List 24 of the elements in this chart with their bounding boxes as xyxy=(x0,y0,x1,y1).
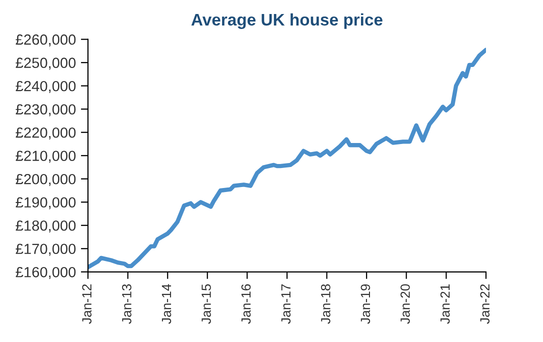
y-tick-label: £240,000 xyxy=(16,80,76,93)
x-tick-label: Jan-16 xyxy=(241,284,251,324)
y-tick-label: £230,000 xyxy=(16,104,76,116)
y-tick-label: £250,000 xyxy=(16,58,76,70)
y-tick-label: £180,000 xyxy=(16,220,76,233)
x-tick-label: Jan-17 xyxy=(281,284,291,324)
y-tick-label: £200,000 xyxy=(16,174,76,186)
x-tick-label: Jan-21 xyxy=(440,284,450,324)
y-tick-label: £170,000 xyxy=(16,244,76,256)
x-tick-label: Jan-12 xyxy=(82,284,92,324)
y-tick-label: £190,000 xyxy=(16,197,76,210)
y-tick-label: £210,000 xyxy=(16,150,76,163)
x-tick-label: Jan-18 xyxy=(321,284,330,324)
x-tick-label: Jan-14 xyxy=(162,284,172,324)
y-tick-label: £220,000 xyxy=(16,127,76,140)
x-tick-label: Jan-20 xyxy=(400,284,410,324)
y-tick-label: £260,000 xyxy=(16,34,76,46)
line-series xyxy=(88,48,486,270)
x-tick-label: Jan-22 xyxy=(480,284,490,324)
x-tick-label: Jan-13 xyxy=(122,284,132,324)
y-tick-label: £160,000 xyxy=(16,266,76,280)
x-tick-label: Jan-19 xyxy=(360,284,370,324)
chart-title: Average UK house price xyxy=(191,13,382,29)
x-tick-label: Jan-15 xyxy=(202,284,211,324)
